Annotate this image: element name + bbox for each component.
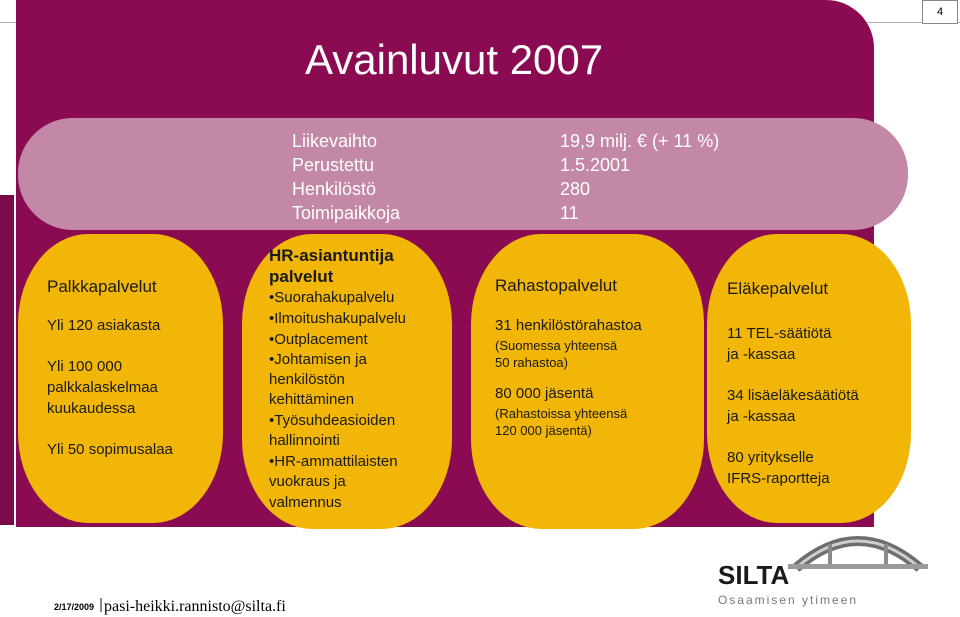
- slide-title: Avainluvut 2007: [305, 36, 604, 83]
- info-label-founded: Perustettu: [292, 155, 375, 175]
- card-line: kehittäminen: [269, 391, 355, 408]
- card-line: ja -kassaa: [727, 408, 796, 425]
- card-line: 80 yritykselle: [727, 449, 814, 466]
- card-line: •Työsuhdeasioiden: [269, 412, 396, 429]
- info-value-revenue: 19,9 milj. € (+ 11 %): [560, 131, 720, 151]
- card-line: •Suorahakupalvelu: [269, 289, 395, 306]
- info-label-offices: Toimipaikkoja: [292, 203, 401, 223]
- card-line: 11 TEL-säätiötä: [727, 325, 832, 342]
- footer-divider: [100, 598, 102, 612]
- info-value-founded: 1.5.2001: [560, 155, 631, 175]
- card-line: kuukaudessa: [47, 400, 136, 417]
- card-note: 120 000 jäsentä): [495, 423, 592, 438]
- card-line: •Outplacement: [269, 331, 368, 348]
- logo-tagline: Osaamisen ytimeen: [718, 593, 859, 607]
- card-heading: Rahastopalvelut: [495, 276, 617, 295]
- card-line: ja -kassaa: [727, 346, 796, 363]
- card-line: 80 000 jäsentä: [495, 385, 594, 402]
- info-value-offices: 11: [560, 203, 579, 223]
- card-line: valmennus: [269, 494, 342, 511]
- info-label-staff: Henkilöstö: [292, 179, 377, 199]
- footer-date: 2/17/2009: [54, 602, 95, 612]
- card-heading: palvelut: [269, 267, 334, 286]
- card-line: 31 henkilöstörahastoa: [495, 317, 642, 334]
- card-line: •Johtamisen ja: [269, 351, 367, 368]
- card-line: •Ilmoitushakupalvelu: [269, 310, 406, 327]
- card-palkkapalvelut: Palkkapalvelut Yli 120 asiakasta Yli 100…: [18, 234, 223, 523]
- card-line: palkkalaskelmaa: [47, 379, 158, 396]
- card-heading: Palkkapalvelut: [47, 277, 157, 296]
- card-line: IFRS-raportteja: [727, 470, 830, 487]
- card-line: hallinnointi: [269, 432, 340, 449]
- card-heading: HR-asiantuntija: [269, 246, 394, 265]
- card-line: vuokraus ja: [269, 473, 346, 490]
- left-accent-bar: [0, 195, 14, 525]
- card-line: Yli 120 asiakasta: [47, 317, 161, 334]
- card-line: Yli 100 000: [47, 358, 123, 375]
- info-value-staff: 280: [560, 179, 591, 199]
- info-label-revenue: Liikevaihto: [292, 131, 378, 151]
- footer-email: pasi-heikki.rannisto@silta.fi: [104, 598, 286, 615]
- card-rahastopalvelut: Rahastopalvelut 31 henkilöstörahastoa (S…: [471, 234, 704, 529]
- logo-wordmark: SILTA: [718, 560, 789, 590]
- card-line: henkilöstön: [269, 371, 345, 388]
- card-hr-palvelut: HR-asiantuntija palvelut •Suorahakupalve…: [242, 234, 452, 529]
- key-figures-band: [18, 118, 908, 230]
- page-number: 4: [922, 0, 958, 24]
- card-line: 34 lisäeläkesäätiötä: [727, 387, 859, 404]
- card-note: (Suomessa yhteensä: [495, 338, 618, 353]
- card-note: (Rahastoissa yhteensä: [495, 406, 628, 421]
- silta-logo-icon: SILTA: [718, 536, 928, 590]
- card-elakepalvelut: Eläkepalvelut 11 TEL-säätiötä ja -kassaa…: [707, 234, 911, 523]
- card-heading: Eläkepalvelut: [727, 279, 829, 298]
- card-note: 50 rahastoa): [495, 355, 568, 370]
- card-line: Yli 50 sopimusalaa: [47, 441, 173, 458]
- card-line: •HR-ammattilaisten: [269, 453, 398, 470]
